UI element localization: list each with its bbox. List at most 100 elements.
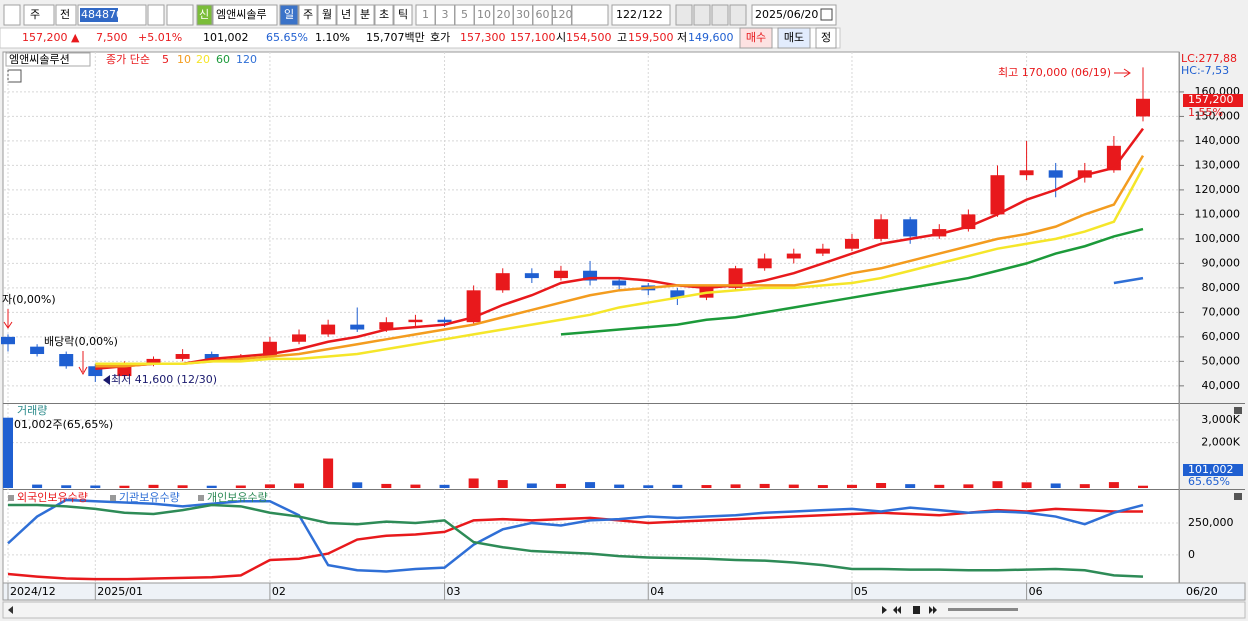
x-tick-label: 05 (854, 585, 868, 598)
volume-label: 101,002 (1188, 463, 1234, 476)
ma-line (95, 127, 1145, 370)
period-button[interactable] (336, 4, 356, 26)
legend-label: 종가 단순 (106, 53, 150, 66)
x-tick-label: 02 (272, 585, 286, 598)
chart-title: 엠앤씨솔루션 (9, 53, 70, 66)
quote-change_pct: +5.01% (138, 31, 182, 44)
y-tick-label: 140,000 (1195, 134, 1241, 147)
x-tick-label: 04 (650, 585, 664, 598)
candle-body (1048, 170, 1063, 178)
y-tick-label: 60,000 (1202, 330, 1241, 343)
volume-bar (817, 485, 828, 488)
volume-bar (846, 484, 857, 488)
tool-icon[interactable] (693, 4, 711, 26)
candle-body (583, 270, 598, 281)
candle-body (728, 268, 743, 288)
sell-button[interactable] (777, 27, 811, 49)
candle-body (321, 324, 336, 335)
y-tick-label: 3,000K (1201, 413, 1240, 426)
volume-label: 65.65% (1188, 475, 1230, 488)
y-tick-label: 70,000 (1202, 305, 1241, 318)
ma-line (8, 503, 1144, 578)
legend-entry: 개인보유수량 (207, 491, 268, 504)
candle-body (990, 175, 1005, 215)
legend-entry: 5 (162, 53, 169, 66)
label: /122 (638, 8, 663, 21)
calendar-icon (820, 8, 833, 21)
price-marker (1183, 94, 1243, 107)
annotation: 배당락(0,00%) (44, 335, 118, 348)
tool-icon[interactable] (675, 4, 693, 26)
quote-open: 154,500 (566, 31, 612, 44)
candle-body (815, 248, 830, 254)
search-button[interactable] (147, 4, 165, 26)
candle-body (786, 253, 801, 259)
panel-title: 거래량 (17, 404, 47, 417)
scroll-buttons[interactable] (882, 606, 1018, 614)
volume-bar (294, 483, 305, 488)
volume-bar (235, 485, 246, 488)
tool-icon[interactable] (729, 4, 747, 26)
legend-box (5, 52, 91, 67)
date-input[interactable] (751, 4, 837, 26)
legend-swatch (8, 495, 14, 501)
volume-bar (759, 483, 770, 488)
y-tick-label: 90,000 (1202, 256, 1241, 269)
period-button[interactable] (393, 4, 413, 26)
quote-ask_label: 호가 (430, 31, 450, 44)
tool-icon[interactable] (711, 4, 729, 26)
candle-body (408, 319, 423, 323)
volume-bar (3, 417, 13, 488)
volume-bar (1138, 485, 1148, 488)
scroll-left[interactable] (8, 606, 13, 614)
button[interactable] (212, 4, 278, 26)
annotation: 자(0,00%) (2, 293, 56, 306)
candle-body (88, 366, 103, 377)
quote-bid: 157,100 (510, 31, 556, 44)
candle-body (292, 334, 307, 342)
right-label: HC:-7,53 (1181, 64, 1229, 77)
button[interactable] (23, 4, 55, 26)
period-label: 월 (322, 8, 332, 21)
period-button[interactable] (279, 4, 299, 26)
close-panel[interactable] (1234, 407, 1242, 414)
period-button[interactable] (355, 4, 375, 26)
candle-body (757, 258, 772, 269)
volume-marker (1183, 464, 1243, 476)
volume-bar (439, 484, 450, 488)
interval-label: 30 (516, 8, 530, 21)
candle-body (1, 336, 15, 345)
quote-amount: 15,707백만 (366, 31, 425, 44)
quote-change: 7,500 (96, 31, 128, 44)
legend-entry: 10 (177, 53, 191, 66)
button[interactable] (55, 4, 77, 26)
y-tick-label: 0 (1188, 548, 1195, 561)
fix-button[interactable] (815, 27, 837, 49)
badge[interactable] (196, 4, 213, 26)
close-panel[interactable] (1234, 493, 1242, 500)
count-input[interactable] (611, 4, 671, 26)
volume-bar (963, 484, 974, 488)
code-text: 484870 (81, 8, 123, 21)
table-icon[interactable] (7, 69, 22, 83)
volume-bar (934, 484, 945, 488)
volume-bar (788, 484, 799, 488)
dropdown[interactable] (571, 4, 609, 26)
volume-bar (177, 485, 188, 488)
period-button[interactable] (374, 4, 394, 26)
ma-line (95, 154, 1145, 368)
period-label: 주 (303, 8, 313, 21)
x-tick-label: 03 (447, 585, 461, 598)
volume-bar (730, 484, 741, 488)
sound-button[interactable] (166, 4, 194, 26)
quote-ask: 157,300 (460, 31, 506, 44)
candle-body (350, 324, 365, 330)
icon-button[interactable] (3, 4, 21, 26)
period-button[interactable] (298, 4, 318, 26)
volume-bar (672, 484, 683, 488)
buy-button[interactable] (739, 27, 773, 49)
period-button[interactable] (317, 4, 337, 26)
scroll-bar[interactable] (2, 601, 1246, 619)
label: 매도 (784, 31, 804, 44)
annotation-arrow (78, 351, 88, 376)
